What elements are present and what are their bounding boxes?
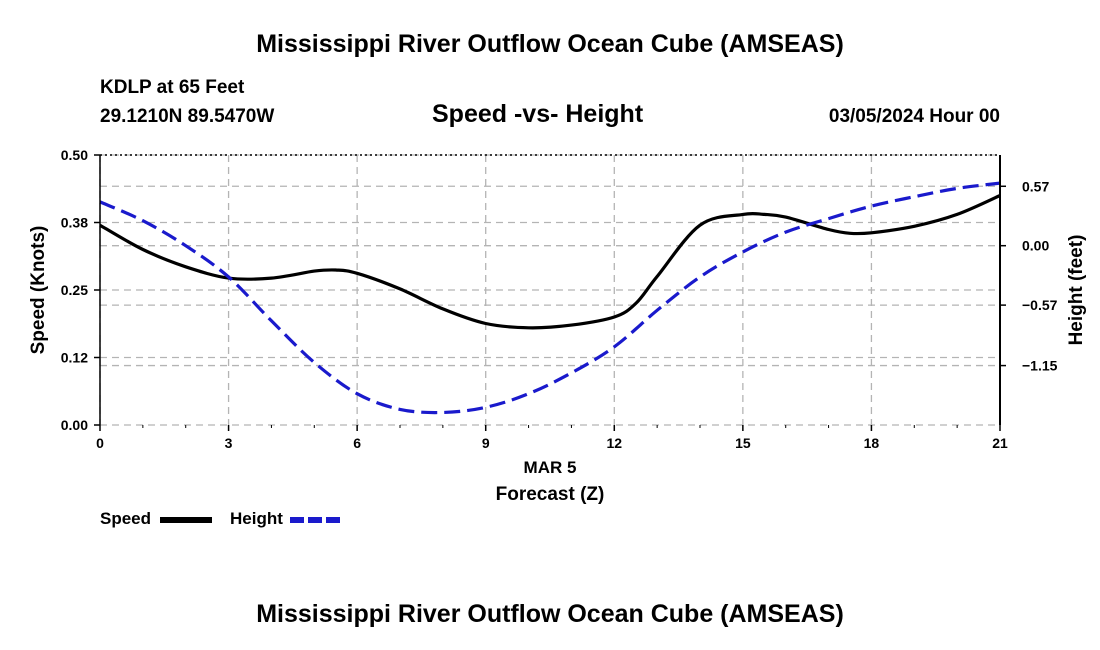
- x-axis-title: Forecast (Z): [496, 484, 605, 505]
- x-date-label: MAR 5: [524, 458, 577, 477]
- axes-layer: [94, 154, 1006, 431]
- y-tick-label: 0.38: [61, 215, 88, 231]
- y2-tick-label: 0.00: [1022, 238, 1049, 254]
- x-tick-label: 15: [735, 435, 751, 451]
- x-tick-label: 9: [482, 435, 490, 451]
- series-layer: [99, 181, 1001, 415]
- x-tick-label: 18: [864, 435, 880, 451]
- y-tick-label: 0.25: [61, 282, 88, 298]
- y2-axis-title: Height (feet): [1066, 235, 1087, 346]
- y2-tick-label: −1.15: [1022, 358, 1058, 374]
- legend-height-label: Height: [230, 509, 283, 528]
- y-tick-label: 0.12: [61, 350, 88, 366]
- chart-main-title: Mississippi River Outflow Ocean Cube (AM…: [256, 30, 844, 58]
- height-series-line: [99, 181, 1001, 415]
- x-tick-label: 21: [992, 435, 1008, 451]
- datetime-label: 03/05/2024 Hour 00: [828, 106, 1000, 127]
- x-tick-label: 3: [225, 435, 233, 451]
- footer-title: Mississippi River Outflow Ocean Cube (AM…: [256, 600, 844, 628]
- legend-speed-label: Speed: [100, 509, 152, 528]
- y-tick-label: 0.00: [61, 417, 88, 433]
- y2-tick-label: 0.57: [1022, 178, 1049, 194]
- x-tick-label: 0: [96, 435, 104, 451]
- grid-layer: [99, 154, 1001, 426]
- station-label: KDLP at 65 Feet: [100, 77, 245, 98]
- legend-height-swatch: [290, 517, 342, 523]
- coordinates-label: 29.1210N 89.5470W: [100, 106, 275, 127]
- x-tick-label: 6: [353, 435, 361, 451]
- y-axis-title: Speed (Knots): [28, 226, 49, 355]
- chart-subtitle: Speed -vs- Height: [432, 100, 644, 128]
- y-tick-label: 0.50: [61, 147, 88, 163]
- y2-tick-label: −0.57: [1022, 297, 1058, 313]
- labels-layer: 0 3 6 9 12 15 18 21 0.00 0.12 0.25 0.38 0.50 0.57 0.00…: [28, 147, 1087, 505]
- legend-speed-swatch: [160, 517, 212, 523]
- x-tick-label: 12: [606, 435, 622, 451]
- speed-series-line: [99, 194, 1001, 330]
